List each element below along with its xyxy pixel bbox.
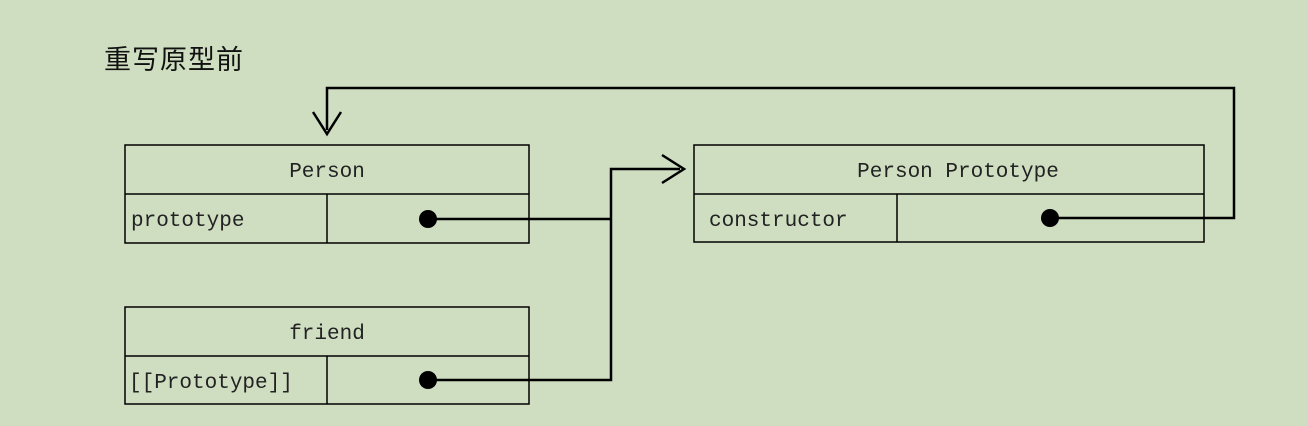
constructor-connector bbox=[325, 86, 1236, 220]
prototype-box-title: Person Prototype bbox=[857, 161, 1059, 184]
friend-box: friend [[Prototype]] bbox=[124, 306, 530, 405]
arrowhead-to-person bbox=[311, 111, 343, 137]
person-box-title: Person bbox=[289, 161, 365, 184]
friend-field-label: [[Prototype]] bbox=[129, 372, 293, 395]
person-field-label: prototype bbox=[131, 210, 244, 233]
diagram-title: 重写原型前 bbox=[104, 45, 244, 76]
person-prototype-box: Person Prototype constructor bbox=[693, 144, 1205, 243]
friend-prototype-connector bbox=[428, 167, 680, 382]
person-box: Person prototype bbox=[124, 144, 530, 244]
friend-box-title: friend bbox=[289, 323, 365, 346]
prototype-field-label: constructor bbox=[709, 210, 848, 233]
arrowhead-to-prototype bbox=[661, 153, 687, 185]
